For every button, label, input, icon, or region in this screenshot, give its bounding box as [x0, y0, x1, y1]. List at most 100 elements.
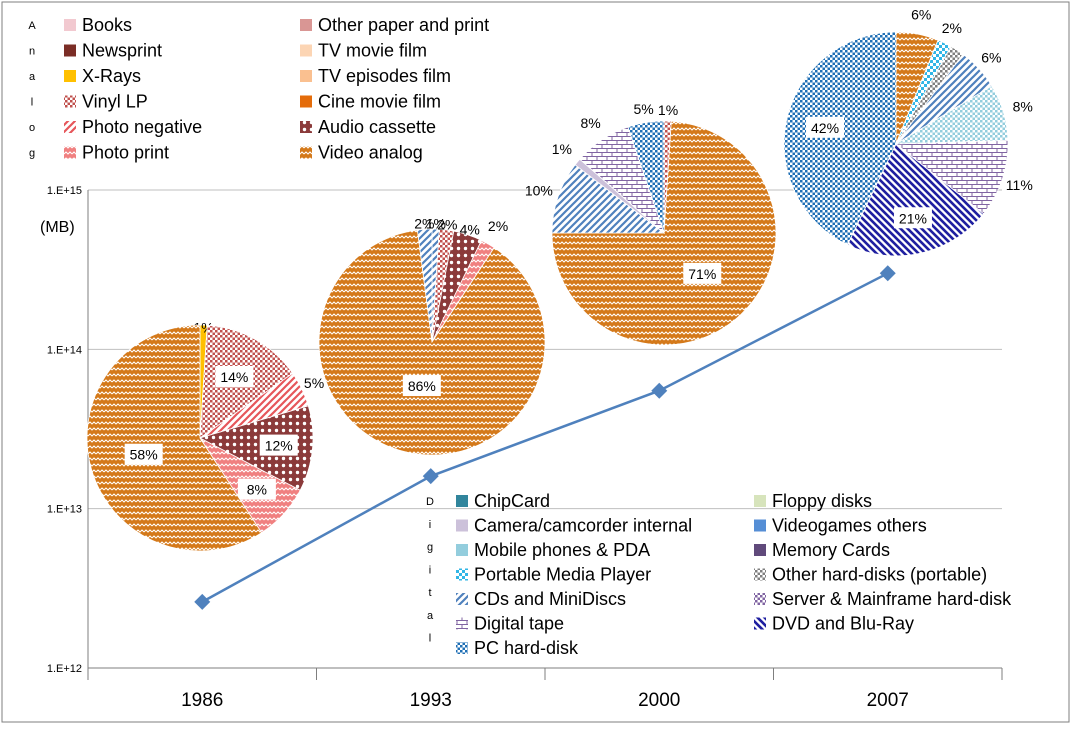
legend-item: TV movie film	[318, 41, 427, 61]
legend-item: PC hard-disk	[474, 638, 579, 658]
legend-swatch	[456, 593, 468, 605]
slice-label: 14%	[220, 369, 248, 385]
legend-swatch	[64, 146, 76, 159]
slice-label: 12%	[265, 438, 293, 454]
legend-swatch	[754, 617, 766, 630]
pie-slice	[318, 229, 546, 456]
legend-title-letter: D	[426, 496, 434, 508]
slice-label: 11%	[1006, 177, 1033, 193]
slice-label: 1%	[552, 141, 572, 157]
series-line	[201, 272, 889, 603]
legend-swatch	[300, 44, 312, 57]
x-tick-label: 1986	[181, 690, 223, 711]
legend-swatch	[64, 70, 76, 82]
y-tick-label: 1.E+14	[47, 344, 82, 356]
legend-swatch	[300, 121, 312, 133]
slice-label: 86%	[408, 378, 436, 394]
slice-label: 4%	[460, 222, 480, 238]
y-tick-label: 1.E+13	[47, 504, 82, 516]
pie-charts: 1%14% 5%12%8%58%1%2% 4% 2%86%2%1%71%10%1%8%…	[86, 6, 1033, 552]
y-tick-label: 1.E+12	[47, 663, 82, 675]
y-axis-label: (MB)	[40, 219, 75, 236]
slice-label: 58%	[130, 447, 158, 463]
legend-swatch	[754, 519, 766, 532]
axes: 1.E+12 1.E+13 1.E+14 1.E+15 1986 1993 2000 2007	[47, 185, 1003, 711]
legend-item: Floppy disks	[772, 491, 872, 511]
legend-title-letter: a	[427, 610, 434, 622]
legend-title-letter: n	[29, 46, 35, 58]
legend-item: Mobile phones & PDA	[474, 540, 650, 560]
data-point	[422, 468, 439, 485]
slice-label: 8%	[580, 115, 600, 131]
pie-slice	[198, 405, 314, 491]
legend-swatch	[64, 19, 76, 31]
pie-slice	[783, 31, 897, 246]
slice-label: 71%	[688, 266, 716, 282]
legend-item: X-Rays	[82, 66, 141, 86]
legend-item: ChipCard	[474, 491, 550, 511]
legend-title-letter: l	[31, 97, 33, 109]
slice-label-box	[237, 478, 276, 500]
x-tick-label: 1993	[410, 690, 452, 711]
legend-title-letter: l	[429, 633, 431, 645]
pie-slice	[416, 228, 433, 343]
slice-label-box	[259, 434, 298, 456]
legend-swatch	[64, 44, 76, 57]
legend-swatch	[300, 146, 312, 159]
legend-item: Photo negative	[82, 117, 202, 137]
legend-title-letter: t	[428, 587, 431, 599]
y-tick-label: 1.E+15	[47, 185, 82, 197]
legend-item: Vinyl LP	[82, 92, 148, 112]
legend-swatch	[456, 544, 468, 556]
legend-item: CDs and MiniDiscs	[474, 589, 626, 609]
slice-label: 2%	[414, 216, 434, 232]
legend-item: Digital tape	[474, 614, 564, 634]
legend-item: Audio cassette	[318, 117, 436, 137]
slice-label: 2%	[942, 20, 962, 36]
legend-title-letter: g	[29, 148, 35, 160]
pie-1986: 1%14% 5%12%8%58%	[86, 319, 324, 552]
legend-swatch	[64, 95, 76, 108]
legend-item: Newsprint	[82, 41, 162, 61]
legend-swatch	[456, 495, 468, 507]
slice-label-box	[124, 443, 163, 465]
slice-label: 6%	[981, 49, 1001, 65]
line-series	[194, 265, 896, 610]
legend-item: DVD and Blu-Ray	[772, 614, 914, 634]
slice-label: 10%	[525, 183, 553, 199]
legend-swatch	[456, 519, 468, 532]
slice-label-box	[806, 116, 845, 138]
legend-item: TV episodes film	[318, 66, 451, 86]
legend-swatch	[64, 121, 76, 133]
legend-item: Video analog	[318, 143, 423, 163]
analog-legend: An a l o g Books Other paper and print Newsprin…	[28, 15, 489, 163]
pie-slice	[551, 164, 666, 234]
slice-label: 42%	[811, 120, 839, 136]
legend-item: Other hard-disks (portable)	[772, 565, 987, 585]
slice-label: 1%	[658, 102, 678, 118]
slice-label: 6%	[911, 6, 931, 22]
legend-title-letter: A	[28, 20, 36, 32]
slice-label-box	[215, 365, 254, 387]
slice-label: 2%	[437, 216, 457, 232]
slice-label: 5%	[304, 375, 324, 391]
legend-item: Server & Mainframe hard-disk	[772, 589, 1012, 609]
pie-2007: 6% 2% 6% 8% 11% 21% 42%	[783, 6, 1033, 257]
legend-item: Videogames others	[772, 516, 927, 536]
pie-slice	[846, 143, 985, 257]
pie-2000: 1% 71% 10% 1% 8% 5%	[525, 101, 777, 346]
legend-swatch	[300, 70, 312, 82]
legend-item: Other paper and print	[318, 15, 489, 35]
legend-swatch	[456, 617, 468, 630]
legend-item: Photo print	[82, 143, 169, 163]
legend-swatch	[456, 642, 468, 654]
legend-title-letter: o	[29, 122, 35, 134]
data-point	[194, 593, 211, 610]
slice-label-box	[683, 262, 722, 284]
slice-label-box	[893, 207, 932, 229]
slice-label: 21%	[899, 210, 927, 226]
legend-swatch	[456, 568, 468, 581]
legend-swatch	[754, 495, 766, 507]
x-tick-label: 2007	[867, 690, 909, 711]
